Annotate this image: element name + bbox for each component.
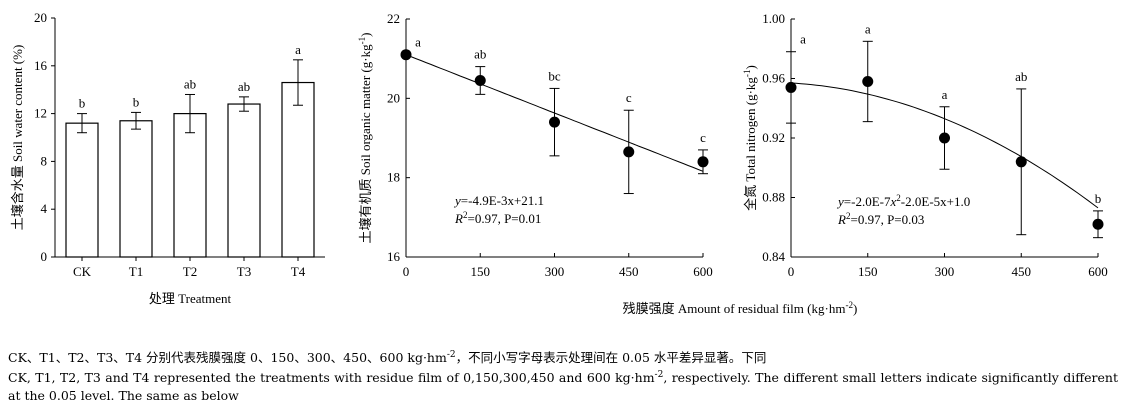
y-tick-label: 20 [34, 10, 47, 25]
significance-letter: a [865, 21, 871, 36]
x-tick-label: T4 [291, 264, 306, 279]
y-tick-label: 16 [34, 58, 48, 73]
significance-letter: c [626, 90, 632, 105]
x-axis-label: 处理 Treatment [149, 291, 232, 306]
data-point [1092, 218, 1104, 230]
y-tick-label: 1.00 [762, 11, 785, 26]
significance-letter: b [79, 96, 86, 111]
x-tick-label: 0 [788, 264, 795, 279]
x-tick-label: T3 [237, 264, 251, 279]
x-tick-label: 0 [403, 264, 410, 279]
x-tick-label: 150 [471, 264, 491, 279]
x-tick-label: T2 [183, 264, 197, 279]
x-tick-label: 600 [1088, 264, 1108, 279]
x-tick-label: 300 [545, 264, 565, 279]
significance-letter: c [700, 130, 706, 145]
significance-letter: ab [474, 47, 486, 62]
y-tick-label: 0.96 [762, 71, 785, 86]
significance-letter: a [800, 32, 806, 47]
x-tick-label: 150 [858, 264, 878, 279]
data-point [939, 132, 950, 144]
significance-letter: ab [238, 79, 250, 94]
data-point [697, 156, 709, 168]
caption-chinese: CK、T1、T2、T3、T4 分别代表残膜强度 0、150、300、450、60… [8, 350, 767, 366]
panel-total-nitrogen: 0.84 0.88 0.92 0.96 1.00 0 150 300 450 600 a a a ab b y… [742, 11, 1108, 279]
x-tick-label: 450 [1012, 264, 1032, 279]
data-point [400, 49, 412, 61]
bar [173, 112, 207, 258]
caption-english: CK, T1, T2, T3 and T4 represented the tr… [8, 370, 1118, 404]
data-point [474, 74, 486, 86]
y-tick-label: 22 [387, 11, 400, 26]
y-tick-label: 0.84 [762, 249, 785, 264]
regression-stats: R2=0.97, P=0.01 [454, 210, 541, 226]
data-point [785, 81, 797, 93]
panel-organic-matter: 16 18 20 22 0 150 300 450 600 a ab bc c c y=-4.9E-3x+2… [357, 11, 713, 279]
y-tick-label: 4 [41, 201, 48, 216]
significance-letter: a [942, 87, 948, 102]
y-tick-label: 0 [41, 249, 48, 264]
y-tick-label: 8 [41, 153, 48, 168]
x-tick-label: CK [73, 264, 92, 279]
significance-letter: b [133, 94, 140, 109]
y-axis-label: 土壤有机质 Soil organic matter (g·kg-1) [357, 33, 373, 244]
y-tick-label: 0.92 [762, 130, 785, 145]
bar [65, 122, 99, 258]
x-tick-label: 600 [693, 264, 713, 279]
significance-letter: a [295, 42, 301, 57]
y-tick-label: 20 [387, 90, 400, 105]
y-tick-label: 12 [34, 106, 47, 121]
x-tick-label: T1 [129, 264, 143, 279]
panel-soil-water: 0 4 8 12 16 20 b CK b T1 ab T2 ab T3 a T4 处理 Treatment 土壤… [10, 10, 325, 306]
significance-letter: a [415, 35, 421, 50]
significance-letter: b [1095, 191, 1102, 206]
x-tick-label: 300 [935, 264, 955, 279]
significance-letter: ab [1015, 69, 1027, 84]
bar [281, 81, 315, 258]
data-point [549, 116, 560, 128]
y-axis-label: 全氮 Total nitrogen (g·kg-1) [742, 65, 758, 211]
bar [227, 103, 261, 258]
regression-equation: y=-4.9E-3x+21.1 [453, 193, 544, 208]
significance-letter: ab [184, 76, 196, 91]
y-axis-label: 土壤含水量 Soil water content (%) [10, 45, 25, 231]
y-tick-label: 16 [387, 249, 401, 264]
bar [119, 120, 153, 258]
x-tick-label: 450 [619, 264, 639, 279]
significance-letter: bc [548, 68, 561, 83]
data-point [862, 75, 874, 87]
regression-stats: R2=0.97, P=0.03 [837, 211, 924, 227]
shared-x-axis-label: 残膜强度 Amount of residual film (kg·hm-2) [623, 300, 858, 316]
regression-equation: y=-2.0E-7x2-2.0E-5x+1.0 [836, 193, 970, 209]
data-point [1015, 156, 1027, 168]
y-tick-label: 18 [387, 170, 400, 185]
data-point [623, 146, 635, 158]
y-tick-label: 0.88 [762, 190, 785, 205]
